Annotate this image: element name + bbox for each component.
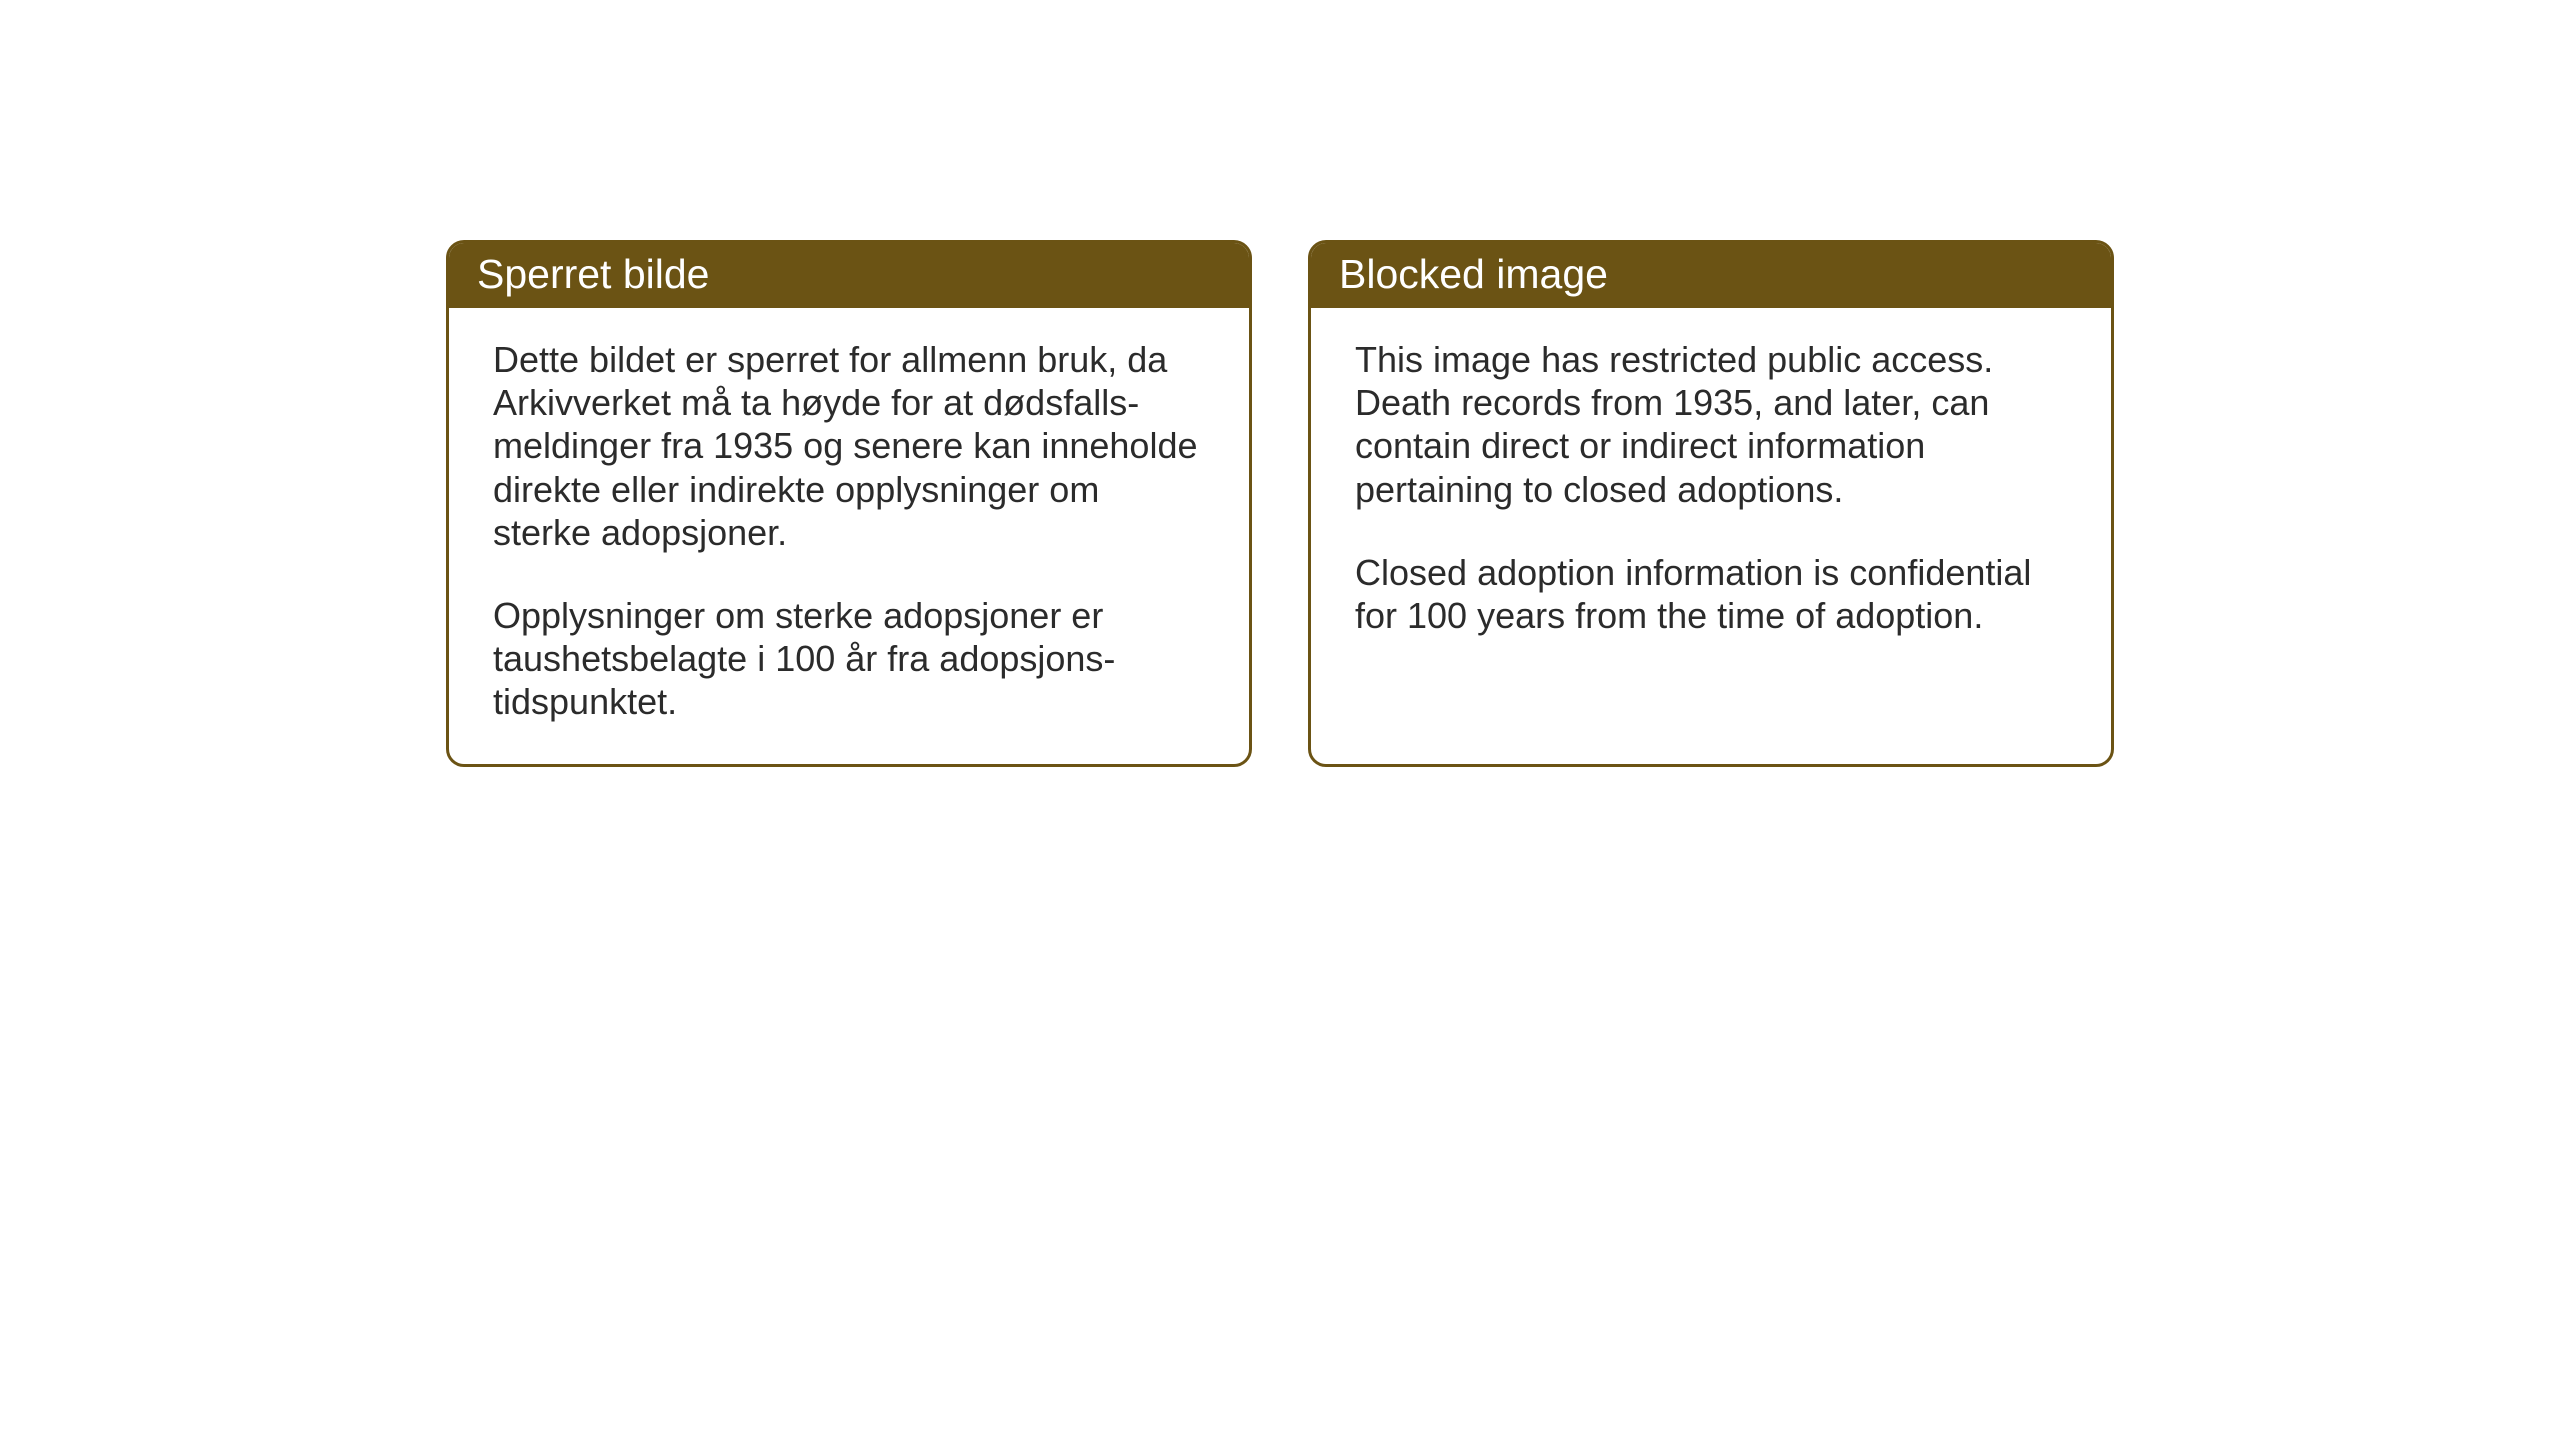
card-title-english: Blocked image	[1339, 251, 1608, 297]
notice-card-english: Blocked image This image has restricted …	[1308, 240, 2114, 767]
card-title-norwegian: Sperret bilde	[477, 251, 709, 297]
card-body-english: This image has restricted public access.…	[1311, 308, 2111, 677]
card-paragraph-english-2: Closed adoption information is confident…	[1355, 551, 2067, 637]
notice-card-norwegian: Sperret bilde Dette bildet er sperret fo…	[446, 240, 1252, 767]
card-header-english: Blocked image	[1311, 243, 2111, 308]
notice-container: Sperret bilde Dette bildet er sperret fo…	[446, 240, 2114, 767]
card-body-norwegian: Dette bildet er sperret for allmenn bruk…	[449, 308, 1249, 764]
card-paragraph-norwegian-1: Dette bildet er sperret for allmenn bruk…	[493, 338, 1205, 554]
card-paragraph-english-1: This image has restricted public access.…	[1355, 338, 2067, 511]
card-header-norwegian: Sperret bilde	[449, 243, 1249, 308]
card-paragraph-norwegian-2: Opplysninger om sterke adopsjoner er tau…	[493, 594, 1205, 724]
